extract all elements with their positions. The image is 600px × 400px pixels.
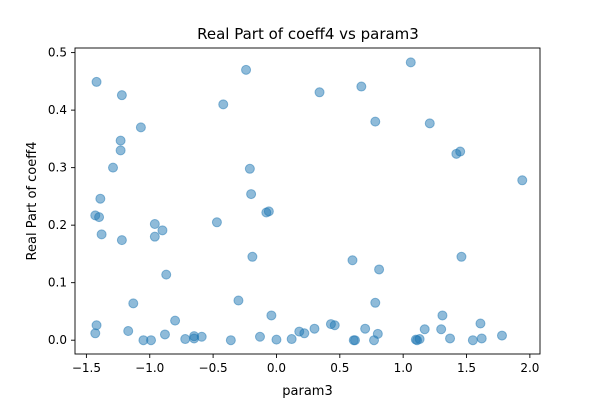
scatter-point <box>356 81 367 92</box>
scatter-point <box>517 175 528 186</box>
scatter-point <box>135 122 146 133</box>
scatter-point <box>116 90 127 101</box>
y-tick-label: 0.2 <box>48 218 67 232</box>
scatter-point <box>90 328 101 339</box>
data-points <box>90 57 528 346</box>
y-axis-ticks: 0.0 0.1 0.2 0.3 0.4 0.5 <box>48 46 75 347</box>
y-tick-label: 0.0 <box>48 333 67 347</box>
scatter-point <box>196 331 207 342</box>
y-tick-label: 0.5 <box>48 46 67 60</box>
scatter-point <box>414 334 425 345</box>
x-tick-label: −1.5 <box>72 361 101 375</box>
scatter-point <box>161 269 172 280</box>
scatter-point <box>149 219 160 230</box>
scatter-point <box>123 325 134 336</box>
scatter-point <box>369 335 380 346</box>
scatter-point <box>436 324 447 335</box>
x-tick-label: 0.5 <box>330 361 349 375</box>
plot-frame <box>74 47 541 355</box>
scatter-point <box>329 320 340 331</box>
scatter-point <box>360 323 371 334</box>
scatter-point <box>254 331 265 342</box>
scatter-point <box>314 87 325 98</box>
scatter-point <box>299 328 310 339</box>
scatter-point <box>170 315 181 326</box>
scatter-point <box>467 335 478 346</box>
scatter-point <box>241 64 252 75</box>
scatter-point <box>115 135 126 146</box>
scatter-point <box>159 329 170 340</box>
scatter-point <box>419 324 430 335</box>
scatter-point <box>91 320 102 331</box>
x-tick-label: 1.5 <box>457 361 476 375</box>
scatter-point <box>108 162 119 173</box>
scatter-point <box>91 76 102 87</box>
scatter-point <box>350 335 361 346</box>
scatter-point <box>115 145 126 156</box>
scatter-point <box>263 206 274 217</box>
scatter-point <box>247 251 258 262</box>
x-tick-label: 1.0 <box>394 361 413 375</box>
scatter-point <box>95 193 106 204</box>
scatter-point <box>96 229 107 240</box>
scatter-point <box>496 330 507 341</box>
scatter-point <box>309 323 320 334</box>
scatter-point <box>116 235 127 246</box>
scatter-point <box>94 212 105 223</box>
chart-title: Real Part of coeff4 vs param3 <box>197 25 419 43</box>
y-tick-label: 0.1 <box>48 276 67 290</box>
x-tick-label: −0.5 <box>199 361 228 375</box>
scatter-point <box>233 295 244 306</box>
scatter-point <box>225 335 236 346</box>
y-axis-label: Real Part of coeff4 <box>25 142 40 261</box>
y-tick-label: 0.4 <box>48 103 67 117</box>
scatter-point <box>244 163 255 174</box>
x-tick-label: 2.0 <box>520 361 539 375</box>
x-axis-ticks: −1.5 −1.0 −0.5 0.0 0.5 1.0 1.5 2.0 <box>72 354 539 375</box>
scatter-point <box>286 334 297 345</box>
scatter-point <box>370 116 381 127</box>
scatter-point <box>266 310 277 321</box>
x-tick-label: 0.0 <box>267 361 286 375</box>
scatter-point <box>218 99 229 110</box>
scatter-point <box>405 57 416 68</box>
scatter-point <box>475 318 486 329</box>
scatter-point <box>246 189 257 200</box>
scatter-point <box>146 335 157 346</box>
scatter-point <box>437 310 448 321</box>
scatter-point <box>211 217 222 228</box>
scatter-point <box>347 255 358 266</box>
scatter-point <box>455 146 466 157</box>
scatter-point <box>370 297 381 308</box>
scatter-point <box>445 333 456 344</box>
scatter-point <box>128 298 139 309</box>
scatter-point <box>180 334 191 345</box>
scatter-point <box>271 334 282 345</box>
scatter-point <box>424 118 435 129</box>
scatter-point <box>157 225 168 236</box>
scatter-point <box>476 333 487 344</box>
scatter-point <box>456 251 467 262</box>
y-tick-label: 0.3 <box>48 161 67 175</box>
x-axis-label: param3 <box>282 384 332 399</box>
scatter-point <box>149 231 160 242</box>
x-tick-label: −1.0 <box>135 361 164 375</box>
scatter-point <box>374 264 385 275</box>
